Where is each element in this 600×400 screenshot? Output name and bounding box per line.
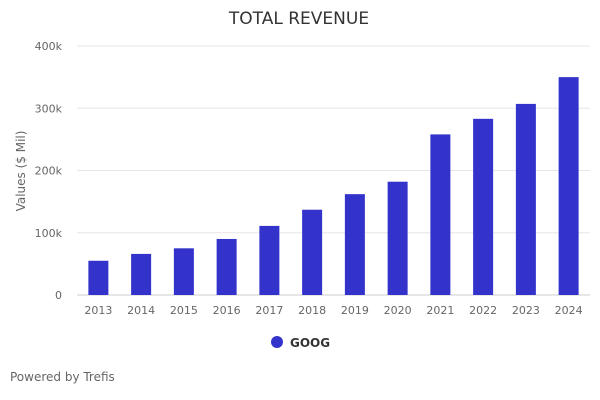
bar[interactable] [302, 209, 323, 295]
x-tick-label: 2016 [213, 304, 241, 317]
y-tick-label: 100k [35, 227, 63, 240]
x-tick-label: 2024 [555, 304, 583, 317]
x-tick-label: 2013 [84, 304, 112, 317]
x-tick-label: 2017 [255, 304, 283, 317]
bar[interactable] [473, 118, 494, 296]
x-tick-label: 2021 [426, 304, 454, 317]
bar[interactable] [173, 248, 194, 295]
y-axis-label: Values ($ Mil) [14, 131, 28, 212]
x-tick-label: 2018 [298, 304, 326, 317]
legend-marker [271, 336, 283, 348]
x-tick-label: 2015 [170, 304, 198, 317]
y-tick-label: 300k [35, 102, 63, 115]
bar[interactable] [387, 181, 408, 295]
y-tick-labels: 0 100k 200k 300k 400k [35, 40, 63, 302]
bar[interactable] [259, 225, 280, 295]
x-tick-label: 2014 [127, 304, 155, 317]
grid-lines [77, 45, 590, 296]
bar[interactable] [430, 134, 451, 295]
bar[interactable] [88, 260, 109, 295]
bars [88, 77, 579, 296]
chart-title: TOTAL REVENUE [228, 9, 369, 29]
bar[interactable] [515, 103, 536, 295]
bar[interactable] [216, 238, 237, 295]
legend-label[interactable]: GOOG [290, 336, 330, 350]
bar[interactable] [344, 194, 365, 295]
powered-by-credit: Powered by Trefis [10, 370, 115, 384]
bar[interactable] [558, 77, 579, 295]
x-tick-label: 2022 [469, 304, 497, 317]
y-tick-label: 200k [35, 165, 63, 178]
x-tick-label: 2019 [341, 304, 369, 317]
x-tick-labels: 2013 2014 2015 2016 2017 2018 2019 2020 2021 2022… [84, 304, 582, 317]
x-tick-label: 2020 [384, 304, 412, 317]
y-tick-label: 400k [35, 40, 63, 53]
x-tick-label: 2023 [512, 304, 540, 317]
bar[interactable] [131, 253, 152, 295]
legend[interactable]: GOOG [271, 336, 330, 350]
y-tick-label: 0 [55, 289, 62, 302]
